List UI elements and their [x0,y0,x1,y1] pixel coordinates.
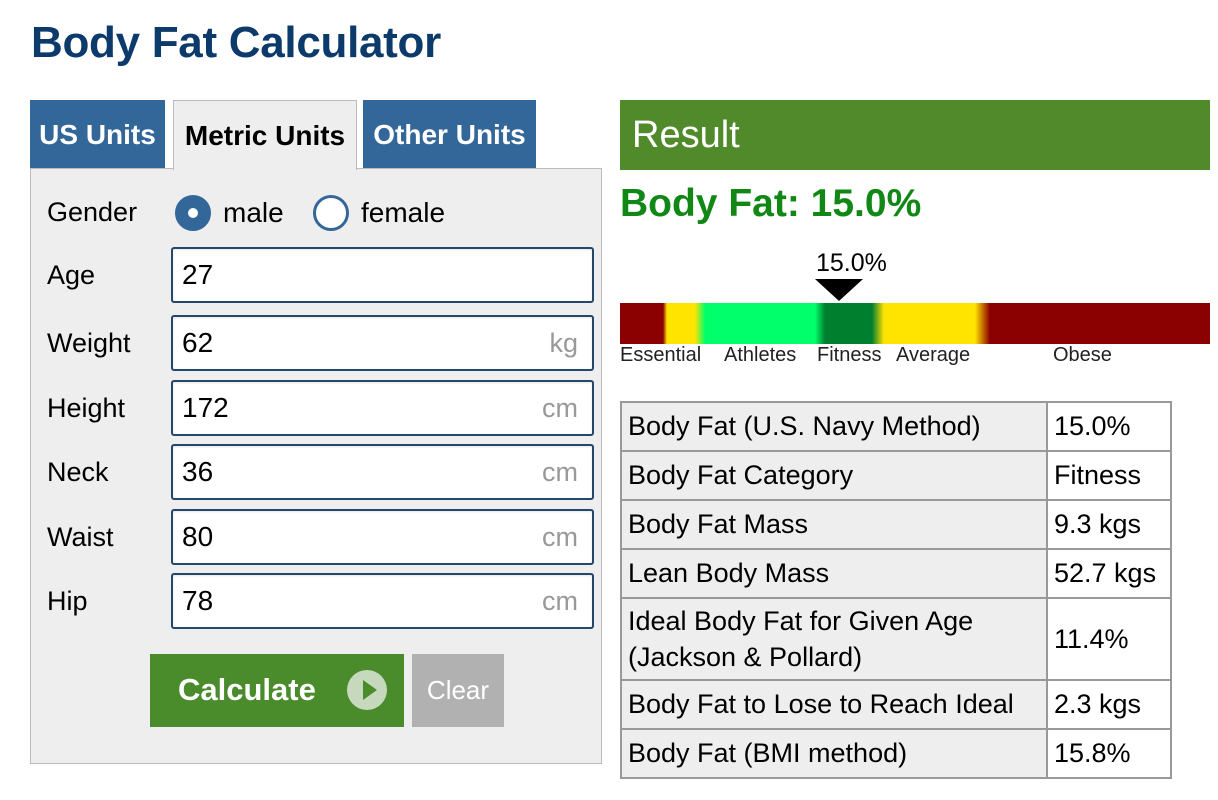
result-label: Body Fat (BMI method) [620,728,1048,779]
result-label: Body Fat Category [620,450,1048,501]
gauge-marker-triangle-icon [815,279,863,301]
table-row: Body Fat Mass 9.3 kgs [620,499,1172,550]
gauge-marker-label: 15.0% [816,249,887,277]
result-value: 15.8% [1046,728,1172,779]
play-arrow-icon [347,670,387,710]
result-value: 15.0% [1046,401,1172,452]
gender-label: Gender [47,197,138,227]
weight-input[interactable] [182,317,512,369]
age-label: Age [47,260,96,290]
weight-label: Weight [47,328,131,358]
tab-us-units[interactable]: US Units [30,100,165,169]
waist-field: cm [171,509,594,565]
calculate-button-label: Calculate [178,672,316,707]
neck-unit: cm [542,457,578,487]
height-label: Height [47,393,126,423]
weight-unit: kg [549,328,578,358]
result-value: 9.3 kgs [1046,499,1172,550]
result-label: Lean Body Mass [620,548,1048,599]
table-row: Ideal Body Fat for Given Age (Jackson & … [620,597,1172,681]
age-input[interactable] [182,249,512,301]
table-row: Lean Body Mass 52.7 kgs [620,548,1172,599]
result-value: 2.3 kgs [1046,679,1172,730]
gauge-label-fitness: Fitness [817,344,882,366]
height-field: cm [171,380,594,436]
table-row: Body Fat (U.S. Navy Method) 15.0% [620,401,1172,452]
female-radio-label[interactable]: female [361,197,446,228]
waist-input[interactable] [182,511,512,563]
tab-other-units[interactable]: Other Units [363,100,536,169]
result-value: 52.7 kgs [1046,548,1172,599]
neck-input[interactable] [182,446,512,498]
unit-tabs: US Units Metric Units Other Units [30,100,602,170]
result-value: Fitness [1046,450,1172,501]
result-label: Body Fat to Lose to Reach Ideal [620,679,1048,730]
table-row: Body Fat Category Fitness [620,450,1172,501]
hip-input[interactable] [182,575,512,627]
result-label: Body Fat Mass [620,499,1048,550]
male-radio[interactable] [175,195,211,231]
results-table: Body Fat (U.S. Navy Method) 15.0% Body F… [620,401,1172,779]
page-title: Body Fat Calculator [31,18,441,67]
hip-label: Hip [47,586,88,616]
clear-button[interactable]: Clear [412,654,504,727]
male-radio-label[interactable]: male [223,197,284,228]
age-field [171,247,594,303]
height-unit: cm [542,393,578,423]
body-fat-summary: Body Fat: 15.0% [620,182,922,225]
calculate-button[interactable]: Calculate [150,654,404,727]
neck-label: Neck [47,457,109,487]
tab-metric-units[interactable]: Metric Units [173,100,357,170]
gauge-label-obese: Obese [1053,344,1112,366]
body-fat-gauge-bar [620,303,1210,344]
result-label: Body Fat (U.S. Navy Method) [620,401,1048,452]
weight-field: kg [171,315,594,371]
hip-field: cm [171,573,594,629]
gauge-label-essential: Essential [620,344,702,366]
waist-unit: cm [542,522,578,552]
result-header: Result [620,100,1210,170]
gauge-label-athletes: Athletes [724,344,797,366]
result-value: 11.4% [1046,597,1172,681]
table-row: Body Fat to Lose to Reach Ideal 2.3 kgs [620,679,1172,730]
neck-field: cm [171,444,594,500]
gauge-label-average: Average [896,344,971,366]
female-radio[interactable] [313,195,349,231]
calculator-form: Gender male female Age Weight kg Height … [30,168,602,764]
hip-unit: cm [542,586,578,616]
table-row: Body Fat (BMI method) 15.8% [620,728,1172,779]
result-label: Ideal Body Fat for Given Age (Jackson & … [620,597,1048,681]
waist-label: Waist [47,522,114,552]
height-input[interactable] [182,382,512,434]
